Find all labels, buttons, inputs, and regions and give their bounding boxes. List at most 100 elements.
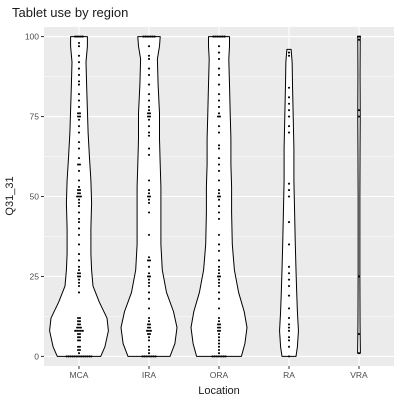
data-point	[79, 320, 81, 322]
data-point	[148, 135, 150, 137]
data-point	[148, 266, 150, 268]
data-point	[288, 131, 290, 133]
data-point	[78, 74, 80, 76]
data-point	[78, 80, 80, 82]
data-point	[79, 116, 81, 118]
data-point	[77, 349, 79, 351]
data-point	[218, 157, 220, 159]
data-point	[218, 163, 220, 165]
data-point	[219, 116, 221, 118]
data-point	[148, 74, 150, 76]
data-point	[82, 330, 84, 332]
data-point	[218, 74, 220, 76]
data-point	[78, 157, 80, 159]
y-tick-label: 50	[30, 192, 40, 202]
data-point	[288, 307, 290, 309]
data-point	[78, 119, 80, 121]
data-point	[359, 36, 361, 38]
data-point	[358, 275, 360, 277]
data-point	[218, 291, 220, 293]
data-point	[218, 52, 220, 54]
data-point	[78, 227, 80, 229]
data-point	[218, 272, 220, 274]
data-point	[148, 36, 150, 38]
data-point	[218, 68, 220, 70]
data-point	[78, 68, 80, 70]
data-point	[143, 355, 145, 357]
data-point	[148, 100, 150, 102]
data-point	[149, 275, 151, 277]
data-point	[218, 234, 220, 236]
data-point	[217, 323, 219, 325]
data-point	[148, 298, 150, 300]
data-point	[288, 339, 290, 341]
data-point	[80, 36, 82, 38]
data-point	[74, 330, 76, 332]
data-point	[148, 272, 150, 274]
data-point	[148, 339, 150, 341]
data-point	[77, 320, 79, 322]
data-point	[288, 96, 290, 98]
data-point	[148, 285, 150, 287]
data-point	[79, 349, 81, 351]
data-point	[219, 355, 221, 357]
data-point	[148, 125, 150, 127]
data-point	[77, 192, 79, 194]
data-point	[78, 141, 80, 143]
chart-title: Tablet use by region	[12, 5, 128, 20]
data-point	[78, 279, 80, 281]
data-point	[148, 202, 150, 204]
x-tick-label: RA	[283, 370, 295, 380]
data-point	[78, 100, 80, 102]
data-point	[218, 298, 220, 300]
data-point	[218, 349, 220, 351]
data-point	[218, 147, 220, 149]
data-point	[218, 45, 220, 47]
data-point	[148, 179, 150, 181]
data-point	[149, 116, 151, 118]
data-point	[148, 291, 150, 293]
data-point	[87, 355, 89, 357]
data-point	[148, 106, 150, 108]
data-point	[218, 192, 220, 194]
data-point	[288, 109, 290, 111]
data-point	[68, 355, 70, 357]
data-point	[288, 103, 290, 105]
data-point	[81, 355, 83, 357]
data-point	[78, 218, 80, 220]
data-point	[78, 186, 80, 188]
data-point	[78, 205, 80, 207]
data-point	[83, 355, 85, 357]
data-point	[141, 355, 143, 357]
data-point	[217, 275, 219, 277]
data-point	[218, 285, 220, 287]
data-point	[78, 45, 80, 47]
data-point	[218, 170, 220, 172]
data-point	[149, 259, 151, 261]
data-point	[219, 327, 221, 329]
data-point	[77, 339, 79, 341]
data-point	[357, 36, 359, 38]
data-point	[218, 307, 220, 309]
data-point	[218, 279, 220, 281]
data-point	[66, 355, 68, 357]
data-point	[79, 346, 81, 348]
data-point	[78, 179, 80, 181]
data-point	[76, 195, 78, 197]
data-point	[148, 58, 150, 60]
data-point	[147, 355, 149, 357]
data-point	[218, 106, 220, 108]
data-point	[77, 317, 79, 319]
data-point	[147, 327, 149, 329]
data-point	[218, 333, 220, 335]
data-point	[149, 327, 151, 329]
data-point	[79, 336, 81, 338]
data-point	[220, 36, 222, 38]
data-point	[218, 250, 220, 252]
data-point	[219, 323, 221, 325]
data-point	[79, 333, 81, 335]
data-point	[78, 282, 80, 284]
data-point	[78, 106, 80, 108]
data-point	[148, 346, 150, 348]
data-point	[218, 36, 220, 38]
